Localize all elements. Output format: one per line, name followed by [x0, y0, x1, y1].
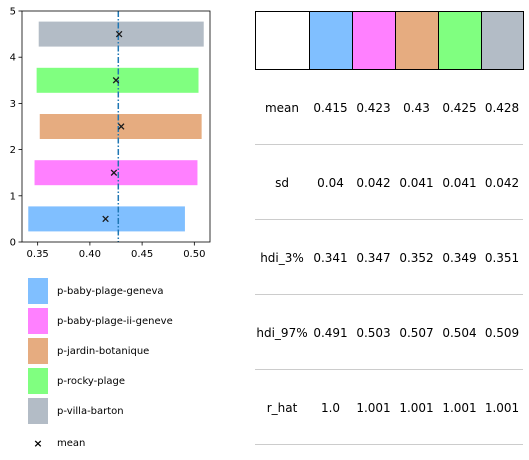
hdi-bar	[34, 160, 198, 186]
legend-item: p-baby-plage-ii-geneve	[28, 308, 173, 334]
table-cell: 0.349	[442, 250, 477, 265]
mean-marker-icon: ×	[33, 436, 43, 450]
x-tick-label: 0.40	[79, 249, 101, 260]
table-row: hdi_3% 0.341 0.347 0.352 0.349 0.351	[255, 220, 523, 295]
legend-item-mean: × mean	[28, 430, 85, 456]
table-cell: 0.415	[313, 100, 348, 115]
table-row: r_hat 1.0 1.001 1.001 1.001 1.001	[255, 370, 523, 445]
x-tick-label: 0.35	[27, 249, 49, 260]
plot-frame	[21, 10, 211, 243]
color-header-cell	[352, 11, 396, 70]
mean-marker	[110, 169, 118, 176]
table-cell: 0.041	[442, 175, 477, 190]
table-cell: 1.001	[484, 400, 520, 415]
legend-label: mean	[57, 437, 86, 449]
table-color-header	[255, 11, 524, 70]
color-header-cell	[395, 11, 439, 70]
table-cell: 1.001	[399, 400, 434, 415]
table-cell: 1.001	[442, 400, 477, 415]
legend-item: p-jardin-botanique	[28, 338, 149, 364]
y-tick-label: 2	[10, 145, 16, 156]
legend-item: p-baby-plage-geneva	[28, 278, 164, 304]
mean-marker	[115, 30, 123, 38]
legend-item: p-villa-barton	[28, 398, 124, 424]
color-header-cell	[438, 11, 482, 70]
table-cell: 0.347	[356, 250, 391, 265]
legend-label: p-jardin-botanique	[57, 345, 150, 357]
legend-label: p-rocky-plage	[57, 375, 126, 387]
mean-marker	[102, 215, 109, 223]
table-cell: 0.351	[484, 250, 520, 265]
legend-label: p-baby-plage-ii-geneve	[57, 315, 173, 327]
legend-item: p-rocky-plage	[28, 368, 125, 394]
y-tick-label: 5	[10, 7, 16, 18]
table-cell: 0.428	[484, 100, 520, 115]
table-cell: 1.001	[356, 400, 391, 415]
legend-label: p-villa-barton	[57, 405, 124, 417]
x-tick-label: 0.50	[183, 249, 205, 260]
table-cell: 0.042	[484, 175, 520, 190]
row-label: mean	[264, 100, 300, 115]
hdi-bar	[38, 21, 204, 47]
table-cell: 0.423	[356, 100, 391, 115]
table-cell: 0.504	[442, 325, 477, 340]
table-row: hdi_97% 0.491 0.503 0.507 0.504 0.509	[255, 295, 523, 370]
row-label: hdi_97%	[256, 325, 308, 340]
table-cell: 0.491	[313, 325, 348, 340]
legend-swatch	[28, 308, 48, 334]
table-cell: 1.0	[320, 400, 341, 415]
table-cell: 0.509	[484, 325, 520, 340]
row-label: r_hat	[266, 400, 298, 415]
color-header-cell	[255, 11, 310, 70]
table-cell: 0.43	[403, 100, 430, 115]
table-row: mean 0.415 0.423 0.43 0.425 0.428	[255, 70, 523, 145]
y-tick-label: 0	[10, 238, 16, 249]
table-cell: 0.352	[399, 250, 434, 265]
legend-swatch	[28, 398, 48, 424]
mean-marker	[112, 77, 120, 84]
color-header-cell	[309, 11, 353, 70]
table-row: sd 0.04 0.042 0.041 0.041 0.042	[255, 145, 523, 220]
y-tick-label: 3	[10, 99, 16, 110]
row-label: sd	[275, 175, 289, 190]
legend-swatch	[28, 338, 48, 364]
legend-swatch	[28, 278, 48, 304]
x-tick-label: 0.45	[131, 249, 153, 260]
table-cell: 0.503	[356, 325, 391, 340]
table-cell: 0.341	[313, 250, 348, 265]
hdi-bar	[28, 206, 185, 232]
row-label: hdi_3%	[260, 250, 304, 265]
table-cell: 0.507	[399, 325, 434, 340]
y-tick-label: 4	[10, 53, 16, 64]
table-cell: 0.041	[399, 175, 434, 190]
legend-swatch	[28, 368, 48, 394]
color-header-cell	[481, 11, 524, 70]
table-cell: 0.425	[442, 100, 477, 115]
table-cell: 0.042	[356, 175, 391, 190]
table-cell: 0.04	[317, 175, 344, 190]
mean-marker	[117, 123, 125, 130]
legend-label: p-baby-plage-geneva	[57, 285, 164, 297]
y-tick-label: 1	[10, 191, 16, 202]
